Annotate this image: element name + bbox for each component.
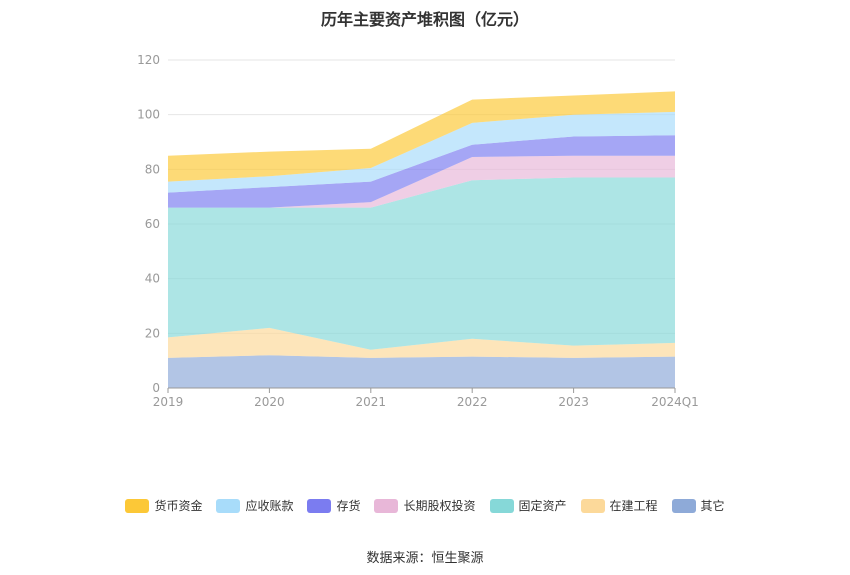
x-tick-label: 2020 bbox=[254, 395, 285, 409]
legend-item[interactable]: 其它 bbox=[671, 497, 725, 514]
x-tick-label: 2024Q1 bbox=[651, 395, 699, 409]
legend-label: 固定资产 bbox=[518, 499, 567, 513]
data-source: 数据来源：恒生聚源 bbox=[366, 551, 484, 566]
legend-label: 其它 bbox=[700, 499, 725, 513]
y-tick-label: 100 bbox=[137, 108, 160, 122]
area-series-3[interactable] bbox=[168, 155, 675, 208]
legend-label: 存货 bbox=[336, 499, 361, 513]
legend-swatch bbox=[580, 498, 605, 513]
legend-swatch bbox=[307, 498, 332, 513]
y-tick-label: 0 bbox=[152, 381, 160, 395]
legend-label: 在建工程 bbox=[609, 499, 658, 513]
area-layers bbox=[168, 91, 675, 388]
y-tick-label: 120 bbox=[137, 53, 160, 67]
legend-item[interactable]: 应收账款 bbox=[216, 497, 293, 514]
legend-swatch bbox=[125, 498, 150, 513]
area-series-4[interactable] bbox=[168, 135, 675, 208]
legend-swatch bbox=[489, 498, 514, 513]
y-tick-label: 40 bbox=[145, 272, 160, 286]
legend-swatch bbox=[671, 498, 696, 513]
legend: 货币资金 应收账款 存货 长期股权投资 固定资产 在建工程 其它 bbox=[0, 497, 850, 514]
legend-item[interactable]: 货币资金 bbox=[125, 497, 202, 514]
legend-item[interactable]: 长期股权投资 bbox=[374, 497, 476, 514]
x-tick-label: 2021 bbox=[356, 395, 387, 409]
area-series-5[interactable] bbox=[168, 111, 675, 193]
legend-swatch bbox=[216, 498, 241, 513]
legend-item[interactable]: 在建工程 bbox=[580, 497, 658, 514]
y-tick-label: 60 bbox=[145, 217, 160, 231]
legend-label: 长期股权投资 bbox=[403, 499, 476, 513]
area-series-1[interactable] bbox=[168, 327, 675, 358]
area-series-6[interactable] bbox=[168, 91, 675, 182]
legend-item[interactable]: 存货 bbox=[307, 497, 360, 514]
y-tick-label: 80 bbox=[145, 162, 160, 176]
area-series-0[interactable] bbox=[168, 355, 675, 388]
axes: 0 20 40 60 80 100 120 2019 2020 2021 2022 2023 2024Q… bbox=[137, 53, 699, 409]
x-tick-label: 2022 bbox=[457, 395, 488, 409]
chart-title: 历年主要资产堆积图（亿元） bbox=[320, 10, 529, 29]
area-series-2[interactable] bbox=[168, 177, 675, 350]
y-tick-label: 20 bbox=[145, 326, 160, 340]
legend-label: 应收账款 bbox=[245, 499, 294, 513]
legend-item[interactable]: 固定资产 bbox=[489, 497, 567, 514]
legend-label: 货币资金 bbox=[154, 499, 203, 513]
x-tick-label: 2019 bbox=[153, 395, 184, 409]
stacked-area-chart: 0 20 40 60 80 100 120 2019 2020 2021 2022 2023 2024Q… bbox=[137, 53, 699, 409]
x-tick-label: 2023 bbox=[558, 395, 589, 409]
legend-swatch bbox=[374, 498, 399, 513]
